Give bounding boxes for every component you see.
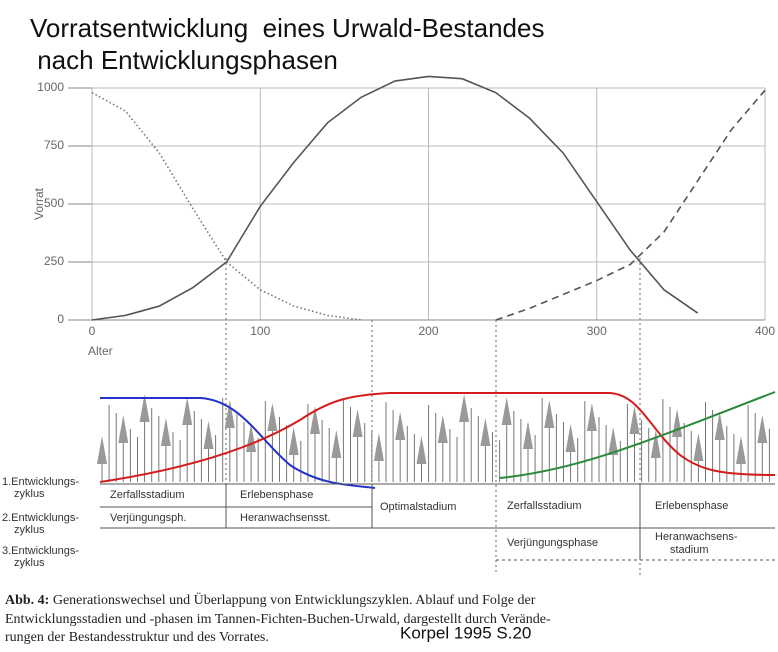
y-tick-label: 250 [44, 254, 64, 268]
tree-crown [395, 412, 406, 440]
series-line [495, 89, 766, 321]
caption-line: rungen der Bestandesstruktur und des Vor… [5, 630, 269, 645]
cycle-label: zyklus [14, 524, 45, 536]
x-tick-label: 400 [755, 324, 775, 338]
cycle-label: 3.Entwicklungs- [2, 545, 79, 557]
x-tick-label: 0 [89, 324, 96, 338]
phase-cell: Erlebensphase [240, 489, 313, 501]
tree-crown [118, 415, 129, 443]
tree-crown [523, 421, 533, 449]
tree-crown [672, 409, 683, 437]
y-axis-label: Vorrat [32, 187, 46, 220]
phase-table [100, 483, 775, 561]
tree-crown [693, 433, 704, 461]
caption-line: Generationswechsel und Überlappung von E… [49, 591, 535, 608]
tree-crown [416, 436, 427, 464]
tree-crown [182, 397, 193, 425]
tree-crown [139, 394, 150, 422]
tree-crown [586, 403, 597, 431]
cycle-label: zyklus [14, 557, 45, 569]
tree-crown [288, 427, 299, 455]
caption-label: Abb. 4: [5, 593, 49, 608]
tree-crown [160, 418, 171, 446]
phase-cell: Erlebensphase [655, 500, 728, 512]
x-tick-label: 200 [418, 324, 438, 338]
cycle-label: 1.Entwicklungs- [2, 476, 79, 488]
tree-crown [352, 409, 363, 437]
tree-crown [565, 424, 576, 452]
tree-crown [544, 400, 555, 428]
caption: Abb. 4: Generationswechsel und Überlappu… [5, 591, 536, 608]
y-tick-label: 0 [57, 312, 64, 326]
x-axis-label: Alter [88, 344, 113, 358]
y-tick-label: 1000 [37, 80, 64, 94]
tree-crown [373, 433, 384, 461]
caption-line: Entwicklungsstadien und -phasen im Tanne… [5, 612, 551, 627]
tree-crown [480, 418, 491, 446]
tree-crown [501, 397, 512, 425]
y-tick-label: 500 [44, 196, 64, 210]
x-tick-label: 300 [587, 324, 607, 338]
phase-cell: Optimalstadium [380, 501, 456, 513]
tree-crown [736, 436, 746, 464]
tree-crown [629, 406, 640, 434]
x-tick-label: 100 [250, 324, 270, 338]
tree-crown [757, 415, 768, 443]
phase-guides [225, 258, 641, 575]
tree-crown [608, 427, 619, 455]
credit: Korpel 1995 S.20 [400, 623, 531, 642]
series-line [91, 75, 699, 321]
tree-crown [714, 412, 725, 440]
phase-cell: Zerfallsstadium [110, 489, 185, 501]
y-tick-label: 750 [44, 138, 64, 152]
chart-title: Vorratsentwicklung eines Urwald-Bestande… [30, 13, 544, 43]
tree-crown [224, 400, 235, 428]
tree-crown [203, 421, 214, 449]
tree-crown [331, 430, 342, 458]
phase-cell: Verjüngungsphase [507, 537, 598, 549]
tree-crown [97, 436, 107, 464]
tree-crown [650, 430, 661, 458]
structure-curves [99, 391, 776, 489]
phase-cell: Heranwachsensst. [240, 512, 331, 524]
tree-crown [310, 406, 320, 434]
cycle-label: 2.Entwicklungs- [2, 512, 79, 524]
tree-crown [437, 415, 448, 443]
forest-illustration [97, 394, 770, 482]
chart-subtitle: nach Entwicklungsphasen [30, 45, 338, 75]
phase-cell: Zerfallsstadium [507, 500, 582, 512]
tree-crown [267, 403, 278, 431]
tree-crown [459, 394, 470, 422]
phase-cell: stadium [670, 544, 709, 556]
series-line [91, 91, 362, 321]
phase-cell: Verjüngungsph. [110, 512, 186, 524]
cycle-label: zyklus [14, 488, 45, 500]
phase-cell: Heranwachsens- [655, 531, 738, 543]
